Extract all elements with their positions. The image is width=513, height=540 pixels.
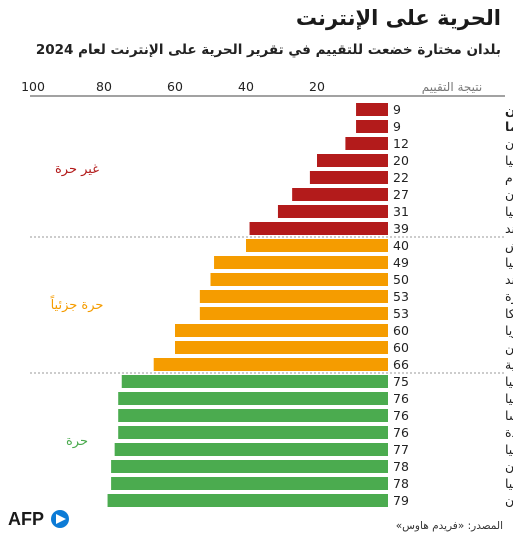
bar	[107, 494, 389, 507]
tick-label: 40	[238, 79, 254, 94]
bar	[153, 358, 388, 371]
bar	[118, 392, 388, 405]
value-label: 78	[393, 476, 409, 491]
bar	[292, 188, 388, 201]
group-label: حرة	[66, 434, 88, 449]
bar	[210, 273, 388, 286]
category-label: باكستان	[505, 187, 513, 202]
bar	[199, 290, 388, 303]
group-label: غير حرة	[55, 162, 99, 177]
value-label: 9	[393, 119, 401, 134]
afp-logo: AFP	[8, 508, 70, 534]
bar	[356, 103, 388, 116]
value-label: 49	[393, 255, 409, 270]
value-label: 76	[393, 391, 409, 406]
value-label: 50	[393, 272, 409, 287]
category-label: ماليزيا	[505, 323, 513, 339]
value-label: 53	[393, 289, 409, 304]
tick-label: 80	[96, 79, 112, 94]
value-label: 76	[393, 425, 409, 440]
category-label: الفيليبين	[505, 340, 513, 356]
bar	[118, 409, 388, 422]
value-label: 66	[393, 357, 409, 372]
bar	[356, 120, 388, 133]
value-label: 12	[393, 136, 409, 151]
category-label: تايوان	[505, 493, 513, 509]
category-label: الصين	[505, 102, 513, 117]
category-label: تايلاند	[505, 221, 513, 236]
bar	[345, 137, 388, 150]
value-label: 53	[393, 306, 409, 321]
bar	[175, 341, 388, 354]
tick-label: 60	[167, 79, 183, 94]
bar	[118, 426, 388, 439]
bar	[114, 443, 389, 456]
value-label: 60	[393, 323, 409, 338]
svg-text:AFP: AFP	[8, 509, 44, 529]
category-label: بورما	[505, 119, 513, 134]
source-note: المصدر: «فريدم هاوس»	[395, 520, 503, 532]
bar	[111, 460, 388, 473]
axis-title: نتيجة التقييم	[422, 80, 483, 94]
bar	[317, 154, 388, 167]
category-label: بريطانيا	[505, 476, 513, 492]
value-label: 40	[393, 238, 409, 253]
value-label: 22	[393, 170, 409, 185]
value-label: 79	[393, 493, 409, 508]
category-label: إيطاليا	[505, 374, 513, 389]
group-label: حرة جزئياً	[50, 295, 103, 313]
bar	[121, 375, 388, 388]
category-label: سنغافورة	[505, 289, 513, 305]
value-label: 20	[393, 153, 409, 168]
bar	[246, 239, 388, 252]
bar	[277, 205, 388, 218]
afp-logo-icon: AFP	[8, 509, 69, 529]
value-label: 76	[393, 408, 409, 423]
category-label: بنغلاديش	[505, 238, 513, 254]
category-label: تركيا	[505, 204, 513, 220]
category-label: أستراليا	[505, 390, 513, 407]
category-label: الهند	[505, 272, 513, 288]
value-label: 9	[393, 102, 401, 117]
value-label: 31	[393, 204, 409, 219]
category-label: إندونيسيا	[505, 255, 513, 271]
bar	[199, 307, 388, 320]
bar	[249, 222, 388, 235]
category-label: الولايات المتحدة	[505, 425, 513, 441]
bar	[111, 477, 388, 490]
value-label: 27	[393, 187, 409, 202]
bar	[214, 256, 388, 269]
value-label: 78	[393, 459, 409, 474]
value-label: 39	[393, 221, 409, 236]
value-label: 75	[393, 374, 409, 389]
chart-subtitle: بلدان مختارة خضعت للتقييم في تقرير الحري…	[35, 42, 501, 58]
category-label: روسيا	[505, 153, 513, 169]
bar	[175, 324, 388, 337]
chart-title: الحرية على الإنترنت	[295, 6, 501, 30]
tick-label: 100	[21, 79, 45, 94]
category-label: فرنسا	[505, 408, 513, 424]
category-label: ألمانيا	[505, 441, 513, 457]
value-label: 77	[393, 442, 409, 457]
category-label: سريلانكا	[505, 306, 513, 322]
category-label: كوريا الجنوبية	[505, 357, 513, 373]
category-label: اليابان	[505, 459, 513, 474]
bar	[309, 171, 388, 184]
category-label: إيران	[505, 136, 513, 152]
value-label: 60	[393, 340, 409, 355]
category-label: فيتنام	[505, 170, 513, 185]
tick-label: 20	[309, 79, 325, 94]
